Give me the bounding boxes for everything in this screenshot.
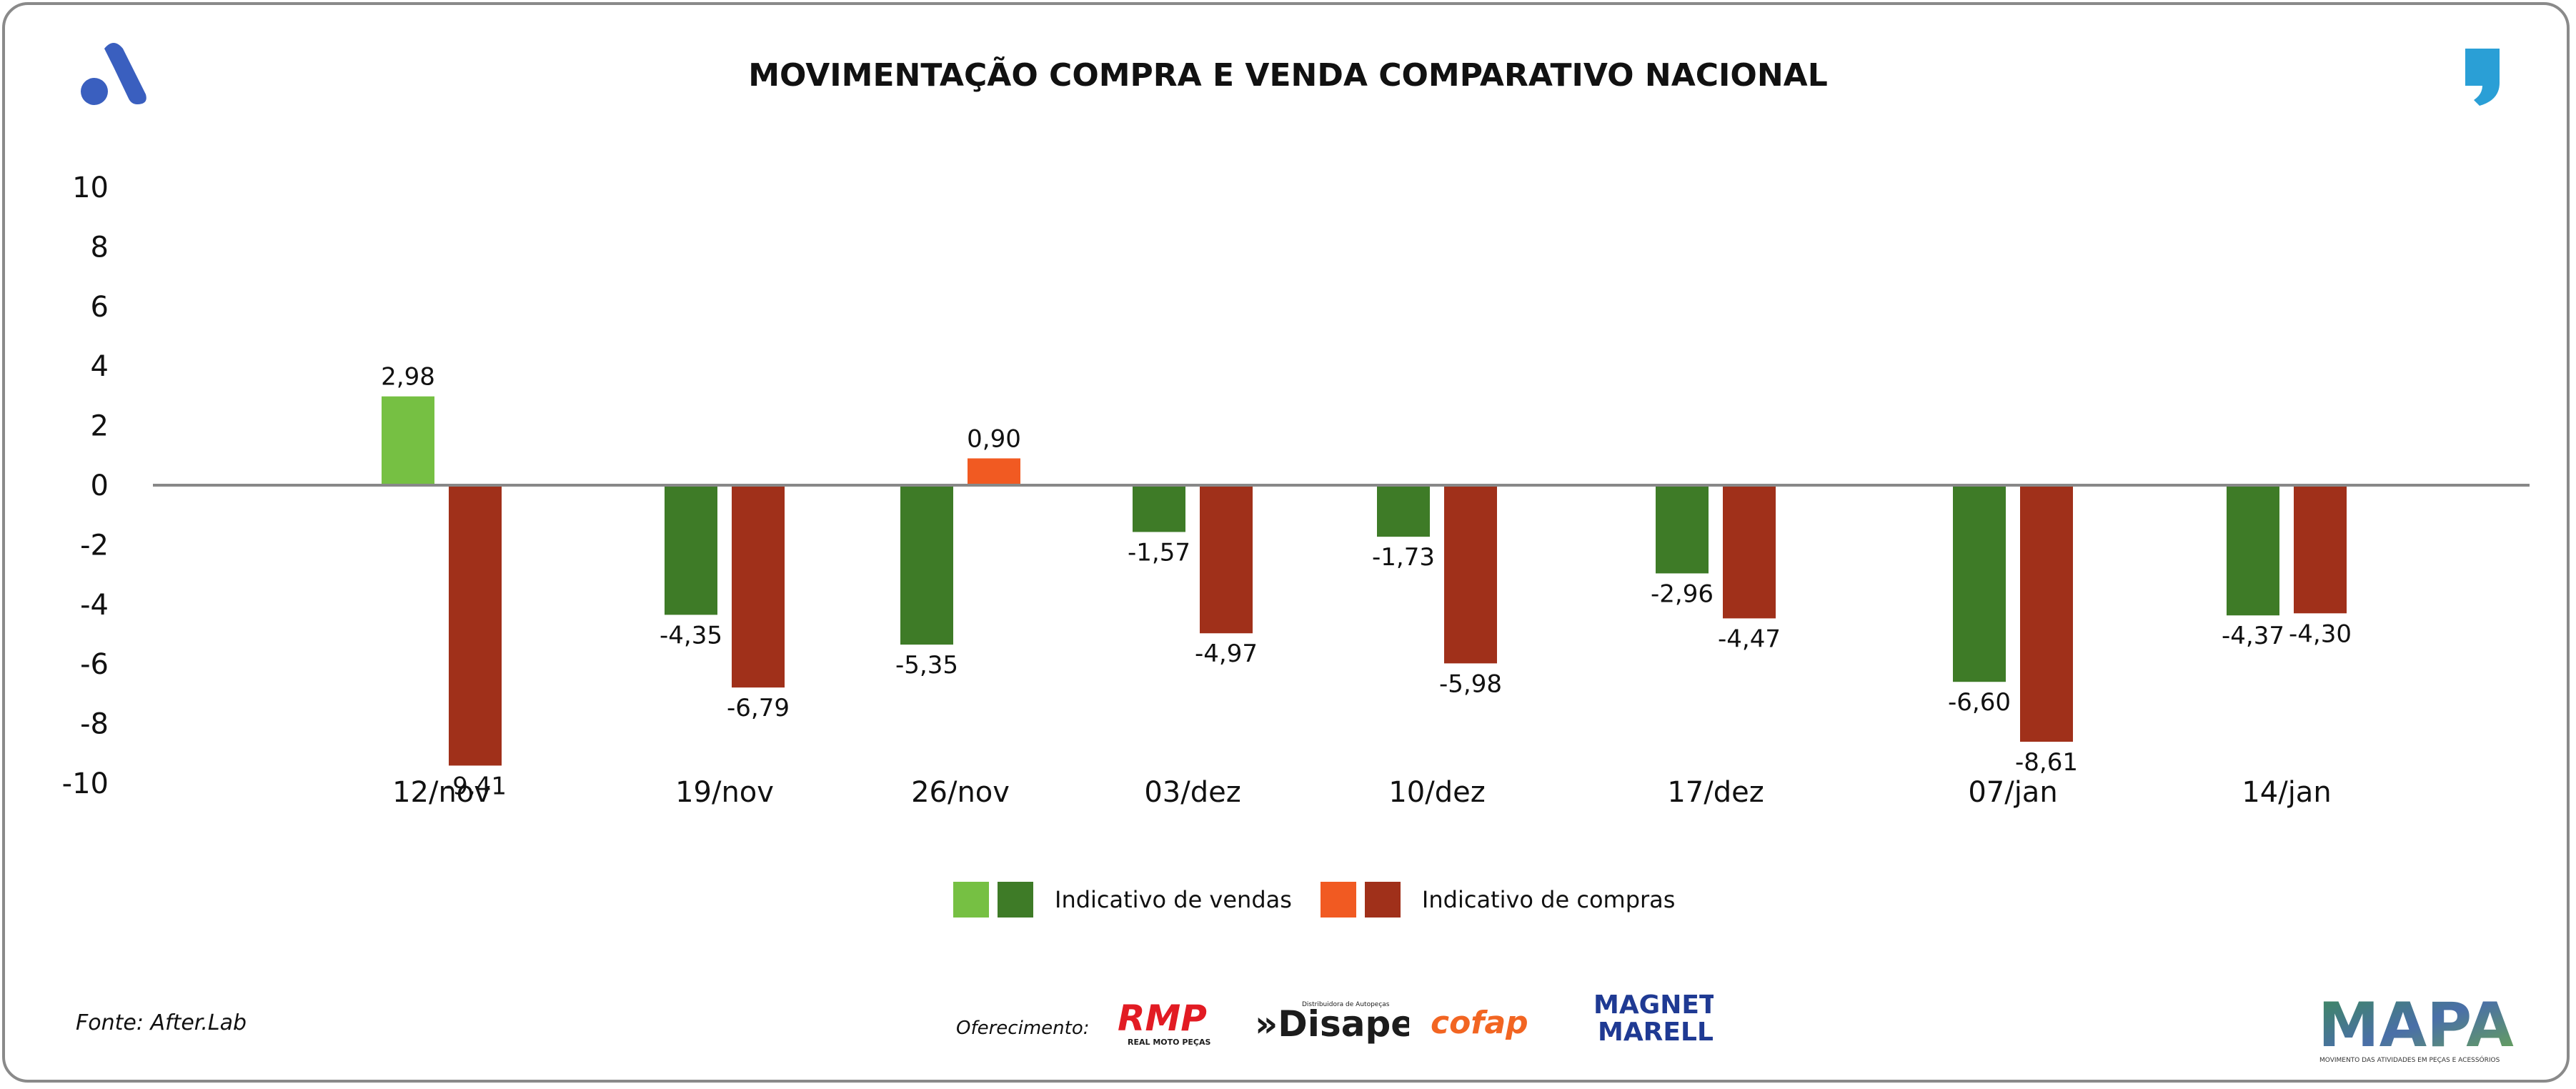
y-axis-ticks: 10 8 6 4 2 0 -2 -4 -6 -8 -10 xyxy=(62,171,109,800)
disape-logo-subtitle: Distribuidora de Autopeças xyxy=(1302,1001,1390,1008)
bar-sales xyxy=(900,485,953,645)
y-tick-label: 2 xyxy=(91,410,109,443)
bar-purchases xyxy=(1444,485,1497,664)
data-label-purchases: -9,41 xyxy=(444,772,507,800)
y-tick-label: -8 xyxy=(80,708,109,741)
cofap-logo: cofap xyxy=(1431,1005,1528,1041)
bar-chart: 10 8 6 4 2 0 -2 -4 -6 -8 -10 2,98 -9,41 -4,35 -6,79 -5… xyxy=(62,171,2530,809)
bar-purchases xyxy=(2020,485,2073,742)
y-tick-label: 4 xyxy=(91,350,109,383)
bar-sales xyxy=(1377,485,1430,537)
legend-swatch-purchases-positive xyxy=(1320,882,1356,918)
data-label-purchases: -4,47 xyxy=(1718,625,1781,653)
bar-sales xyxy=(382,396,434,485)
data-label-sales: -4,35 xyxy=(660,621,722,650)
bar-sales xyxy=(1656,485,1709,574)
y-tick-label: 8 xyxy=(91,231,109,264)
brand-logo-icon xyxy=(81,43,146,105)
data-label-purchases: -8,61 xyxy=(2015,748,2078,777)
bar-purchases xyxy=(449,485,502,766)
source-note: Fonte: After.Lab xyxy=(76,1010,247,1035)
data-label-sales: -1,57 xyxy=(1128,538,1190,567)
comma-icon xyxy=(2465,49,2500,106)
x-category-label: 14/jan xyxy=(2242,776,2331,809)
bar-sales xyxy=(1133,485,1185,532)
data-label-sales: 2,98 xyxy=(381,363,435,392)
bar-purchases xyxy=(1200,485,1253,634)
mapa-logo-text: MAPA xyxy=(2318,990,2514,1061)
sponsor-label: Oferecimento: xyxy=(956,1018,1090,1039)
data-labels: 2,98 -9,41 -4,35 -6,79 -5,35 0,90 -1,57 -4,97 -1… xyxy=(381,363,2352,801)
data-label-purchases: -6,79 xyxy=(727,694,790,722)
x-category-label: 26/nov xyxy=(911,776,1010,809)
x-category-label: 19/nov xyxy=(675,776,774,809)
rmp-logo-subtitle: REAL MOTO PEÇAS xyxy=(1128,1038,1210,1047)
x-category-label: 03/dez xyxy=(1144,776,1240,809)
x-category-label: 07/jan xyxy=(1968,776,2057,809)
data-label-purchases: 0,90 xyxy=(967,424,1021,453)
data-label-purchases: -4,97 xyxy=(1195,640,1258,668)
bar-sales xyxy=(665,485,717,615)
chart-title: MOVIMENTAÇÃO COMPRA E VENDA COMPARATIVO … xyxy=(748,57,1828,94)
legend-label-purchases: Indicativo de compras xyxy=(1421,886,1676,913)
rmp-logo: RMP REAL MOTO PEÇAS xyxy=(1118,998,1210,1047)
rmp-logo-text: RMP xyxy=(1118,998,1207,1039)
mapa-logo-subtitle: MOVIMENTO DAS ATIVIDADES EM PEÇAS E ACES… xyxy=(2319,1055,2500,1064)
data-label-sales: -1,73 xyxy=(1372,543,1435,572)
x-category-label: 17/dez xyxy=(1667,776,1764,809)
disape-logo-text: »Disape xyxy=(1255,1003,1409,1045)
legend: Indicativo de vendas Indicativo de compr… xyxy=(953,882,1704,918)
bar-purchases xyxy=(2294,485,2347,614)
disape-logo: Distribuidora de Autopeças »Disape xyxy=(1255,1001,1409,1045)
x-category-label: 10/dez xyxy=(1388,776,1485,809)
magneti-logo-line1: MAGNETI xyxy=(1593,990,1714,1020)
x-axis-categories: 12/nov 19/nov 26/nov 03/dez 10/dez 17/dez 07/j… xyxy=(392,776,2332,809)
magneti-logo-line2: MARELLI xyxy=(1598,1018,1714,1046)
data-label-purchases: -5,98 xyxy=(1439,670,1502,698)
bar-purchases xyxy=(732,485,785,688)
data-label-sales: -4,37 xyxy=(2222,622,2284,650)
x-category-label: 12/nov xyxy=(392,776,491,809)
mapa-logo: MAPA MOVIMENTO DAS ATIVIDADES EM PEÇAS E… xyxy=(2318,990,2514,1064)
y-tick-label: -10 xyxy=(62,767,109,800)
data-label-sales: -6,60 xyxy=(1948,688,2011,717)
data-label-sales: -2,96 xyxy=(1651,580,1714,608)
y-tick-label: 6 xyxy=(91,291,109,324)
bar-purchases xyxy=(968,458,1020,485)
bars xyxy=(382,396,2347,766)
cofap-logo-text: cofap xyxy=(1431,1005,1528,1041)
bar-sales xyxy=(1953,485,2006,682)
y-tick-label: 0 xyxy=(91,469,109,502)
bar-purchases xyxy=(1723,485,1776,619)
y-tick-label: -6 xyxy=(80,648,109,681)
data-label-purchases: -4,30 xyxy=(2289,620,2352,648)
magneti-marelli-logo: MAGNETI MARELLI xyxy=(1593,990,1714,1046)
bar-sales xyxy=(2227,485,2279,616)
y-tick-label: -4 xyxy=(80,589,109,622)
data-label-sales: -5,35 xyxy=(895,651,958,680)
y-tick-label: -2 xyxy=(80,529,109,562)
y-tick-label: 10 xyxy=(72,171,109,204)
legend-swatch-purchases-negative xyxy=(1364,882,1401,918)
legend-swatch-sales-positive xyxy=(953,882,989,918)
legend-swatch-sales-negative xyxy=(998,882,1033,918)
legend-label-sales: Indicativo de vendas xyxy=(1055,886,1292,913)
